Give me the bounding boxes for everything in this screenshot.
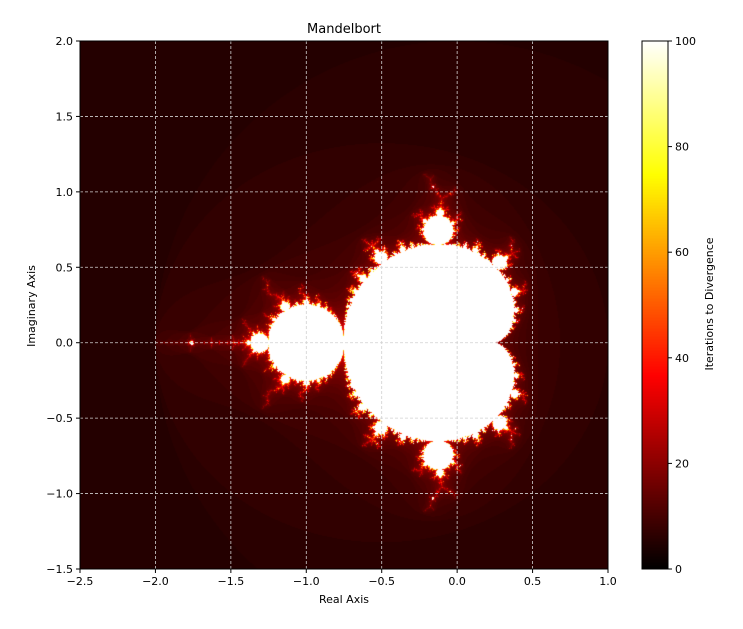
plot-frame <box>79 40 609 570</box>
x-tick-label: −1.0 <box>293 575 320 588</box>
x-tick-label: −2.5 <box>67 575 94 588</box>
x-tick-label: −2.0 <box>142 575 169 588</box>
x-tick-label: 0.5 <box>524 575 542 588</box>
y-tick-label: 1.5 <box>56 110 74 123</box>
colorbar-label: Iterations to Divergence <box>703 237 716 370</box>
y-tick-label: −1.5 <box>46 563 73 576</box>
y-axis-label: Imaginary Axis <box>25 265 38 347</box>
x-tick-label: −0.5 <box>368 575 395 588</box>
colorbar-tick-label: 0 <box>675 563 682 576</box>
colorbar-gradient <box>642 41 668 569</box>
y-tick-label: 0.0 <box>56 337 74 350</box>
colorbar-ticks: 0 20 40 60 80 100 <box>668 35 696 576</box>
colorbar-tick-label: 100 <box>675 35 696 48</box>
x-tick-label: 0.0 <box>448 575 466 588</box>
chart-title: Mandelbort <box>307 22 381 37</box>
y-axis-ticks: −1.5 −1.0 −0.5 0.0 0.5 1.0 1.5 2.0 <box>46 35 80 576</box>
y-tick-label: 1.0 <box>56 186 74 199</box>
colorbar-tick-label: 60 <box>675 246 689 259</box>
x-axis-ticks: −2.5 −2.0 −1.5 −1.0 −0.5 0.0 0.5 1.0 <box>67 569 617 588</box>
colorbar-frame <box>641 40 669 570</box>
grid-lines <box>80 41 608 569</box>
x-tick-label: 1.0 <box>599 575 617 588</box>
y-tick-label: 2.0 <box>56 35 74 48</box>
x-tick-label: −1.5 <box>217 575 244 588</box>
colorbar-tick-label: 20 <box>675 457 689 470</box>
colorbar-tick-label: 80 <box>675 141 689 154</box>
mandelbrot-heatmap <box>80 41 608 569</box>
colorbar-tick-label: 40 <box>675 352 689 365</box>
y-tick-label: −0.5 <box>46 412 73 425</box>
y-tick-label: 0.5 <box>56 261 74 274</box>
x-axis-label: Real Axis <box>319 593 369 606</box>
y-tick-label: −1.0 <box>46 488 73 501</box>
